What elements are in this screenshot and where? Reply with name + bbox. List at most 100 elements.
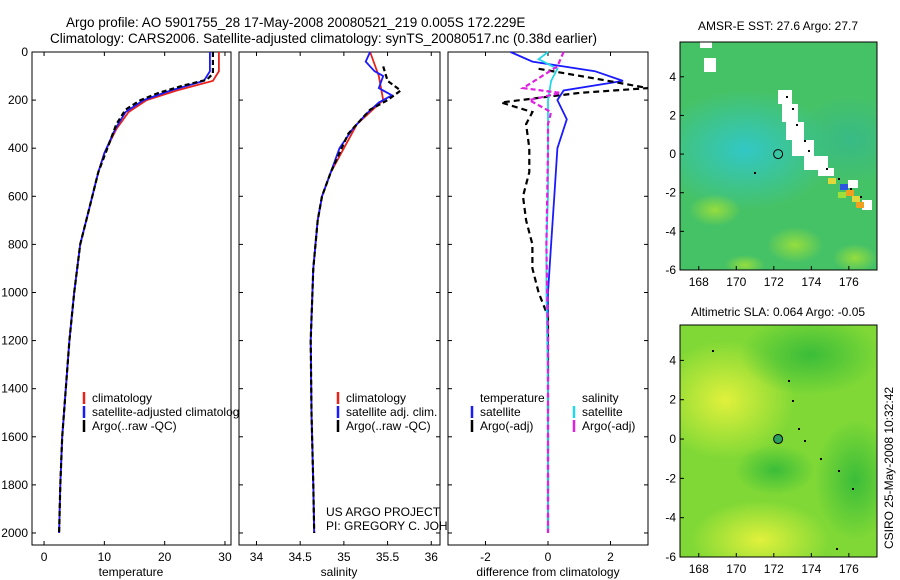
map-x-tick-label: 174 xyxy=(801,275,821,289)
sst-yellow-green-patch xyxy=(767,227,823,263)
y-tick-label: 400 xyxy=(8,141,28,155)
legend-title-temperature: temperature xyxy=(480,391,545,405)
sla-high-region xyxy=(690,500,830,557)
x-tick-label: 34 xyxy=(250,550,264,564)
salinity-panel: 34 34.5 35 35.5 36 salinity climatology sate… xyxy=(238,51,482,579)
y-tick-label: 1200 xyxy=(1,334,28,348)
sla-map: Altimetric SLA: 0.064 Argo: -0.05 168 170… xyxy=(665,305,878,576)
difference-x-ticks: -2 0 2 xyxy=(480,52,614,564)
sst-yellow-green-patch xyxy=(689,194,741,226)
legend-label: satellite-adjusted climatology xyxy=(92,405,245,419)
temperature-xlabel: temperature xyxy=(99,565,164,579)
map-x-tick-label: 176 xyxy=(839,275,859,289)
sla-map-frame xyxy=(679,324,878,558)
map-x-tick-label: 170 xyxy=(726,275,746,289)
y-tick-label: 0 xyxy=(21,45,28,59)
sst-map-title: AMSR-E SST: 27.6 Argo: 27.7 xyxy=(698,19,858,33)
sst-coastline-dots xyxy=(754,96,862,198)
pi-annotation: PI: GREGORY C. JOHNSON xyxy=(326,519,482,533)
difference-xlabel: difference from climatology xyxy=(476,565,619,579)
x-tick-label: 10 xyxy=(98,550,112,564)
sst-map: AMSR-E SST: 27.6 Argo: 27.7 xyxy=(665,19,878,289)
map-x-tick-label: 168 xyxy=(689,275,709,289)
legend-label: climatology xyxy=(346,391,406,405)
sla-y-ticks: -6 -4 -2 0 2 4 xyxy=(665,353,684,564)
sla-low-region xyxy=(815,420,877,540)
map-x-tick-label: 174 xyxy=(801,562,821,576)
sst-float-position-marker xyxy=(773,149,784,160)
sst-front-cells xyxy=(828,178,864,208)
series-line-argo xyxy=(309,66,403,534)
legend-label: Argo(-adj) xyxy=(480,419,533,433)
sst-map-field xyxy=(680,42,877,270)
x-tick-label: 34.5 xyxy=(288,550,312,564)
x-tick-label: 0 xyxy=(545,550,552,564)
x-tick-label: 36 xyxy=(425,550,439,564)
map-y-tick-label: -4 xyxy=(665,511,676,525)
difference-lines xyxy=(500,51,649,533)
sst-x-ticks: 168 170 172 174 176 xyxy=(689,266,859,289)
x-tick-label: 35 xyxy=(337,550,351,564)
map-x-tick-label: 172 xyxy=(764,275,784,289)
series-line-temperature-argo xyxy=(500,67,649,533)
map-y-tick-label: -6 xyxy=(665,550,676,564)
legend-label: satellite adj. clim. xyxy=(346,405,437,419)
temperature-panel: 0 10 20 30 0 200 400 600 800 1000 1200 1400 1600 180… xyxy=(1,45,245,579)
sst-yellow-green-patch xyxy=(833,244,877,270)
project-annotation: US ARGO PROJECT xyxy=(326,505,441,519)
map-y-tick-label: 4 xyxy=(669,353,676,367)
y-tick-label: 600 xyxy=(8,189,28,203)
temperature-lines xyxy=(58,52,220,534)
salinity-lines xyxy=(309,51,403,534)
legend-title-salinity: salinity xyxy=(582,391,619,405)
map-x-tick-label: 168 xyxy=(689,562,709,576)
salinity-axes-frame xyxy=(238,51,441,546)
series-line-salinity-argo xyxy=(519,51,565,533)
map-y-tick-label: 0 xyxy=(669,147,676,161)
sla-x-ticks: 168 170 172 174 176 xyxy=(689,553,859,576)
difference-panel: -2 0 2 difference from climatology tempera… xyxy=(447,51,649,579)
x-tick-label: 0 xyxy=(41,550,48,564)
temperature-x-ticks: 0 10 20 30 xyxy=(41,52,232,564)
sla-low-region xyxy=(735,445,815,495)
y-tick-label: 1400 xyxy=(1,382,28,396)
sst-y-ticks: -6 -4 -2 0 2 4 xyxy=(665,70,684,277)
salinity-legend: climatology satellite adj. clim. Argo(..… xyxy=(336,391,437,433)
difference-legend: temperature salinity satellite Argo(-adj… xyxy=(470,391,635,433)
series-line-argo xyxy=(58,52,214,534)
csiro-timestamp-label: CSIRO 25-May-2008 10:32:42 xyxy=(882,387,896,549)
map-y-tick-label: -2 xyxy=(665,186,676,200)
temperature-axes-frame xyxy=(31,51,232,546)
sla-coastline-dots xyxy=(712,350,854,550)
x-tick-label: 30 xyxy=(218,550,232,564)
depth-y-ticks: 0 200 400 600 800 1000 1200 1400 1600 1800 2000 xyxy=(1,45,36,540)
salinity-x-ticks: 34 34.5 35 35.5 36 xyxy=(250,52,438,564)
temperature-legend: climatology satellite-adjusted climatolo… xyxy=(82,391,245,433)
x-tick-label: 35.5 xyxy=(376,550,400,564)
legend-label: climatology xyxy=(92,391,152,405)
map-x-tick-label: 170 xyxy=(726,562,746,576)
y-tick-label: 2000 xyxy=(1,526,28,540)
header-line-1: Argo profile: AO 5901755_28 17-May-2008 … xyxy=(66,15,525,30)
sst-map-frame xyxy=(679,41,878,271)
legend-label: Argo(..raw -QC) xyxy=(346,419,431,433)
legend-label: Argo(-adj) xyxy=(582,419,635,433)
legend-label: Argo(..raw -QC) xyxy=(92,419,177,433)
y-tick-label: 1000 xyxy=(1,285,28,299)
map-x-tick-label: 172 xyxy=(764,562,784,576)
map-y-tick-label: 2 xyxy=(669,108,676,122)
map-y-tick-label: 0 xyxy=(669,432,676,446)
map-y-tick-label: 2 xyxy=(669,393,676,407)
y-tick-label: 800 xyxy=(8,237,28,251)
sla-float-position-marker xyxy=(773,434,784,445)
sst-yellow-green-patch xyxy=(725,255,765,270)
map-y-tick-label: -6 xyxy=(665,263,676,277)
y-tick-label: 1600 xyxy=(1,430,28,444)
x-tick-label: -2 xyxy=(480,550,491,564)
sla-low-region xyxy=(740,325,877,395)
salinity-xlabel: salinity xyxy=(321,565,358,579)
y-tick-label: 200 xyxy=(8,93,28,107)
sla-map-title: Altimetric SLA: 0.064 Argo: -0.05 xyxy=(691,305,865,319)
x-tick-label: 2 xyxy=(607,550,614,564)
